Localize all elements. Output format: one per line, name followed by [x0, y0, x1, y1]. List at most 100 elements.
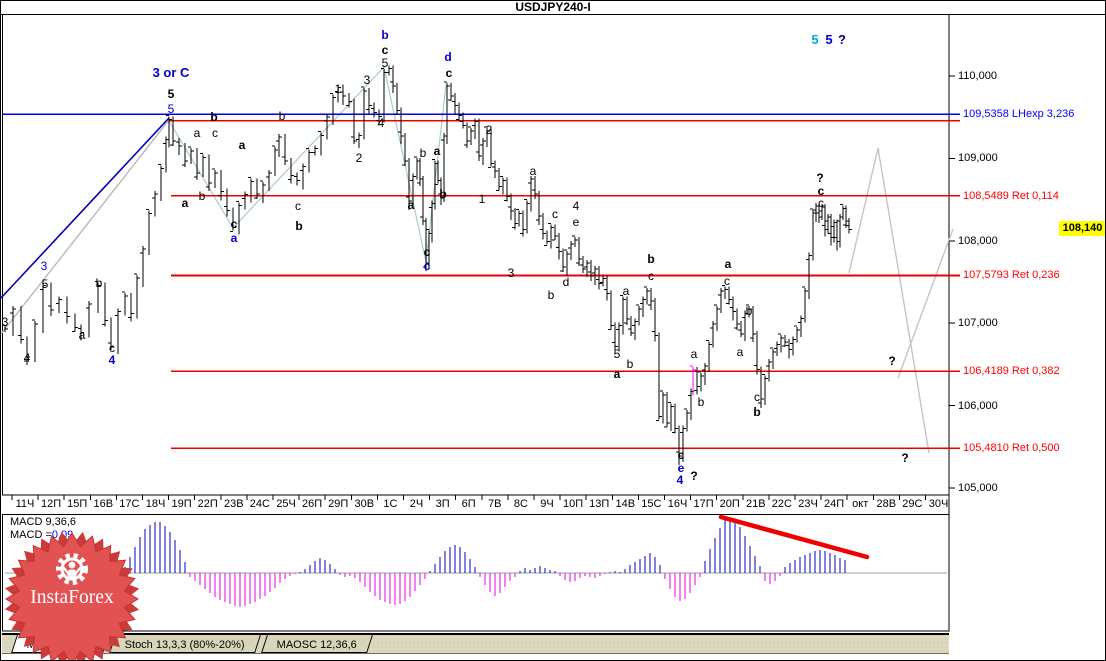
- wave-label: b: [745, 304, 753, 318]
- x-axis-label: 16В: [93, 498, 114, 510]
- level-label: 107,5793 Ret 0,236: [963, 269, 1060, 282]
- x-axis-label: 23В: [224, 498, 244, 510]
- y-axis-label: 107,000: [958, 317, 998, 330]
- x-axis-label: 17П: [693, 498, 714, 510]
- wave-label: e: [572, 215, 580, 229]
- wave-label: 1: [334, 82, 342, 96]
- level-label: 106,4189 Ret 0,382: [963, 365, 1060, 378]
- wave-label: b: [626, 357, 634, 371]
- x-axis-label: 9Ч: [540, 498, 554, 510]
- tab-maosc[interactable]: MAOSC 12,36,6: [260, 635, 373, 653]
- wave-label: 4: [377, 116, 385, 130]
- wave-label: a: [622, 284, 630, 298]
- wave-label: 3: [1, 315, 9, 329]
- wave-label: ?: [838, 32, 846, 47]
- wave-label: b: [381, 28, 389, 42]
- macd-value-label: MACD =0,09: [10, 529, 73, 541]
- x-axis-label: окт: [852, 498, 869, 510]
- wave-label: c: [724, 274, 730, 288]
- wave-label: c: [230, 217, 238, 231]
- wave-label: b: [210, 110, 218, 124]
- wave-label: 2: [355, 151, 363, 165]
- wave-label: b: [198, 189, 206, 203]
- wave-label: b: [95, 276, 103, 290]
- wave-label: 4: [23, 351, 31, 365]
- wave-label: a: [724, 257, 732, 271]
- wave-label: 5: [811, 32, 819, 47]
- x-axis-label: 22С: [771, 498, 792, 510]
- wave-label: 4: [676, 473, 684, 487]
- wave-label: 4: [572, 199, 580, 213]
- wave-label: 3: [40, 259, 48, 273]
- wave-label: d: [562, 275, 570, 289]
- wave-label: a: [407, 198, 415, 212]
- wave-label: b: [753, 405, 761, 419]
- wave-label: 5: [381, 56, 389, 70]
- macd-params-label: MACD 9,36,6: [10, 516, 77, 528]
- y-axis-label: 110,000: [958, 70, 997, 82]
- x-axis-label: 12П: [41, 498, 62, 510]
- instaforex-logo: InstaForex: [4, 531, 140, 660]
- x-axis-label: 11Ч: [15, 498, 35, 510]
- wave-label: 5: [613, 347, 621, 361]
- x-axis-label: 2Ч: [409, 498, 424, 510]
- wave-label: a: [529, 164, 537, 178]
- wave-label: ?: [690, 469, 698, 483]
- wave-label: a: [613, 367, 621, 381]
- x-axis-label: 20П: [719, 498, 740, 510]
- wave-label: e: [677, 461, 685, 475]
- x-axis-label: 7В: [488, 498, 502, 510]
- wave-label: 5: [167, 87, 175, 101]
- x-axis-label: 16Ч: [667, 498, 688, 510]
- wave-label: c: [818, 196, 824, 210]
- wave-label: a: [736, 345, 744, 359]
- wave-label: b: [647, 252, 655, 266]
- x-axis-label: 22П: [197, 498, 218, 510]
- wave-label: c: [212, 126, 218, 140]
- level-label: 105,4810 Ret 0,500: [963, 442, 1060, 455]
- wave-label: b: [295, 219, 303, 233]
- wave-label: 4: [108, 353, 116, 367]
- y-axis-label: 109,000: [958, 152, 998, 165]
- x-axis-label: 6П: [461, 498, 476, 510]
- current-price-tag: 108,140: [1059, 221, 1105, 236]
- x-axis-label: 8С: [513, 498, 528, 510]
- wave-label: c: [677, 448, 685, 462]
- wave-label: c: [648, 269, 654, 283]
- wave-label: a: [193, 126, 201, 140]
- x-axis-label: 30Ч: [928, 498, 949, 510]
- x-axis-label: 26П: [302, 498, 323, 510]
- x-axis-label: 17С: [119, 498, 140, 510]
- wave-label: a: [690, 347, 698, 361]
- y-axis-label: 108,000: [958, 234, 998, 247]
- wave-label: d: [444, 50, 452, 64]
- wave-label: 1: [478, 192, 486, 206]
- wave-label: c: [552, 207, 558, 221]
- wave-label: c: [423, 245, 431, 259]
- instaforex-logo-text: InstaForex: [30, 587, 114, 608]
- wave-label: b: [697, 395, 705, 409]
- y-axis-label: 106,000: [958, 399, 998, 412]
- wave-label: 5: [167, 102, 175, 116]
- y-axis-label: 105,000: [958, 482, 998, 494]
- wave-label: c: [423, 259, 431, 273]
- wave-label: 3: [507, 266, 515, 280]
- x-axis-label: 25Ч: [276, 498, 296, 510]
- wave-label: a: [238, 138, 246, 152]
- wave-label: b: [278, 109, 286, 123]
- wave-label: c: [381, 43, 389, 57]
- wave-label: c: [817, 184, 825, 198]
- x-axis-label: 15С: [641, 498, 662, 510]
- wave-label: 3 or C: [152, 65, 190, 80]
- wave-label: 3: [363, 73, 371, 87]
- x-axis-label: 24П: [824, 498, 845, 510]
- wave-label: b: [439, 187, 447, 201]
- x-axis-label: 21В: [746, 498, 766, 510]
- wave-label: c: [295, 199, 301, 213]
- x-axis-label: 29П: [328, 498, 349, 510]
- wave-label: ?: [901, 451, 909, 465]
- x-axis-label: 3П: [435, 498, 450, 510]
- macd-labels: MACD 9,36,6 MACD =0,09: [10, 516, 76, 542]
